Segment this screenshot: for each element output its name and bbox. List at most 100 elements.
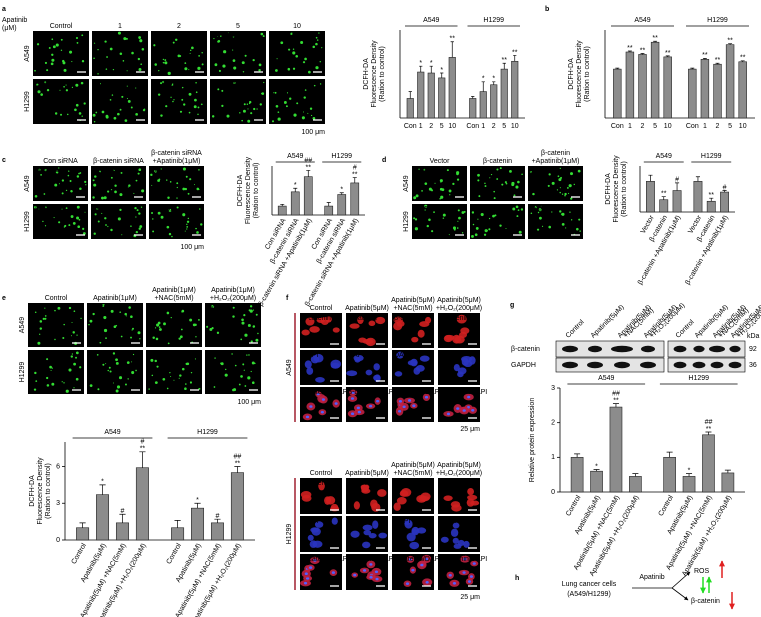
cell-signal bbox=[304, 89, 307, 91]
significance-mark: ** bbox=[715, 57, 721, 64]
blot-band bbox=[709, 345, 725, 353]
x-tick-label: Con bbox=[466, 123, 479, 130]
micrograph bbox=[151, 79, 207, 124]
channel-label: β-catenin/DAPI bbox=[302, 389, 349, 396]
image-tag: DCFDA bbox=[530, 206, 554, 213]
cell-signal bbox=[477, 179, 480, 182]
cell-signal bbox=[121, 95, 124, 98]
cell-signal bbox=[51, 53, 54, 56]
cell-signal bbox=[76, 205, 80, 209]
blot-band bbox=[729, 345, 741, 353]
cell-signal bbox=[46, 88, 50, 92]
column-header: +Apatinib(1μM) bbox=[153, 158, 201, 165]
cell-signal bbox=[516, 215, 519, 218]
cell bbox=[457, 539, 465, 547]
channel-label: β-catenin/DAPI bbox=[440, 389, 487, 396]
cell-signal bbox=[97, 220, 100, 223]
cell-signal bbox=[509, 170, 512, 173]
cell-signal bbox=[138, 168, 142, 172]
cell-signal bbox=[123, 37, 127, 41]
cell-signal bbox=[226, 114, 230, 118]
scale-label: 100 μm bbox=[302, 129, 326, 136]
error-bar bbox=[440, 72, 444, 78]
cell bbox=[453, 363, 460, 372]
cell bbox=[306, 367, 314, 375]
cell-signal bbox=[184, 187, 187, 191]
cell bbox=[320, 316, 330, 326]
cell-signal bbox=[132, 353, 135, 356]
image-tag: DCFDA bbox=[35, 33, 59, 40]
cell-signal bbox=[315, 36, 318, 39]
column-header: 10 bbox=[293, 23, 301, 30]
channel-label: DAPI bbox=[302, 352, 318, 359]
nucleus bbox=[469, 575, 474, 578]
cell-signal bbox=[167, 342, 170, 345]
cell-signal bbox=[540, 205, 542, 208]
group-label: H1299 bbox=[701, 153, 722, 160]
cell-signal bbox=[170, 96, 172, 98]
cell-signal bbox=[413, 196, 417, 200]
group-label: A549 bbox=[634, 17, 650, 24]
cell-signal bbox=[109, 370, 112, 373]
cell-signal bbox=[124, 383, 127, 386]
cell-signal bbox=[440, 181, 442, 183]
cell bbox=[396, 351, 404, 359]
cell-signal bbox=[426, 224, 429, 228]
cell-signal bbox=[157, 321, 161, 325]
cell-signal bbox=[46, 358, 49, 361]
cell-signal bbox=[167, 71, 171, 75]
cell-signal bbox=[113, 169, 115, 172]
cell-signal bbox=[570, 172, 574, 176]
cell-signal bbox=[141, 189, 145, 193]
row-label: H1299 bbox=[24, 211, 31, 232]
cell-signal bbox=[78, 112, 82, 115]
error-bar bbox=[306, 170, 311, 177]
cell-signal bbox=[206, 325, 209, 328]
bar bbox=[570, 457, 584, 493]
cell-signal bbox=[115, 361, 119, 365]
cell-signal bbox=[38, 168, 41, 171]
cell-signal bbox=[505, 182, 508, 185]
nucleus bbox=[462, 409, 466, 412]
cell-signal bbox=[456, 171, 460, 175]
cell-signal bbox=[477, 173, 480, 177]
cell-signal bbox=[185, 362, 188, 366]
cell-signal bbox=[488, 217, 491, 220]
cell bbox=[450, 528, 459, 537]
cell-signal bbox=[231, 353, 233, 355]
cell-signal bbox=[190, 371, 193, 374]
cell-signal bbox=[139, 225, 143, 228]
cell-signal bbox=[296, 102, 299, 105]
micrograph bbox=[92, 79, 148, 124]
nucleus bbox=[320, 410, 324, 414]
cell-signal bbox=[224, 373, 228, 377]
cell-signal bbox=[73, 310, 76, 313]
cell-signal bbox=[201, 52, 203, 54]
x-tick-label: 10 bbox=[664, 123, 672, 130]
cell-signal bbox=[457, 220, 459, 222]
cell-signal bbox=[154, 63, 157, 66]
cell-signal bbox=[148, 388, 150, 390]
cell-signal bbox=[37, 341, 41, 345]
cell-signal bbox=[287, 67, 291, 71]
cell-signal bbox=[442, 217, 445, 219]
cell bbox=[467, 487, 474, 496]
nucleus bbox=[376, 399, 380, 403]
cell-signal bbox=[195, 228, 197, 230]
cell bbox=[304, 360, 312, 369]
cell-signal bbox=[71, 353, 74, 355]
error-bar bbox=[705, 431, 712, 435]
cell-signal bbox=[484, 185, 487, 188]
cell-signal bbox=[178, 377, 180, 379]
nucleus bbox=[331, 571, 336, 574]
x-tick-label: Control bbox=[565, 494, 583, 517]
cell-signal bbox=[232, 59, 236, 62]
cell-signal bbox=[135, 230, 139, 234]
cell-signal bbox=[439, 179, 443, 183]
cell bbox=[365, 369, 373, 376]
cell-signal bbox=[247, 119, 251, 123]
error-bar bbox=[640, 53, 645, 55]
cell-signal bbox=[44, 307, 46, 310]
cell-signal bbox=[277, 117, 281, 121]
cell-signal bbox=[111, 94, 114, 96]
